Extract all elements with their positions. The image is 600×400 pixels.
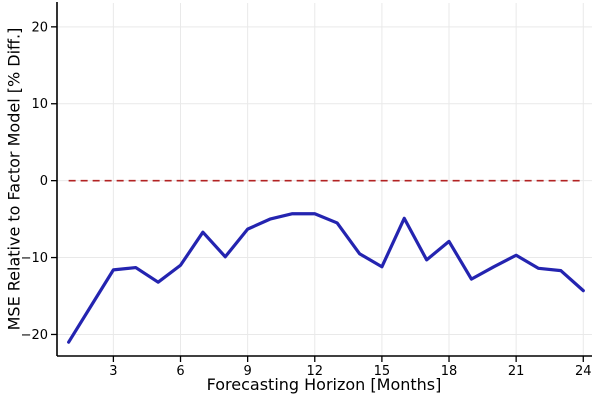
x-axis-label: Forecasting Horizon [Months] xyxy=(206,375,442,394)
x-tick-label: 18 xyxy=(441,364,458,379)
x-tick-label: 3 xyxy=(109,364,117,379)
gridlines xyxy=(57,3,592,356)
series-line-mse-relative-to-factor-model xyxy=(67,212,585,344)
y-axis-label: MSE Relative to Factor Model [% Diff.] xyxy=(4,27,24,331)
y-tick-label: 10 xyxy=(31,97,48,112)
axis-ticks: 3 6 9 12 15 18 21 24 −20 −10 0 10 20 xyxy=(21,20,592,379)
y-tick-label: −10 xyxy=(21,251,48,266)
x-tick-label: 24 xyxy=(575,364,592,379)
x-tick-label: 12 xyxy=(306,364,323,379)
x-tick-label: 15 xyxy=(374,364,391,379)
y-tick-label: 20 xyxy=(31,20,48,35)
y-tick-label: 0 xyxy=(40,174,48,189)
x-tick-label: 6 xyxy=(176,364,184,379)
y-tick-label: −20 xyxy=(21,328,48,343)
x-tick-label: 21 xyxy=(508,364,525,379)
x-tick-label: 9 xyxy=(243,364,251,379)
